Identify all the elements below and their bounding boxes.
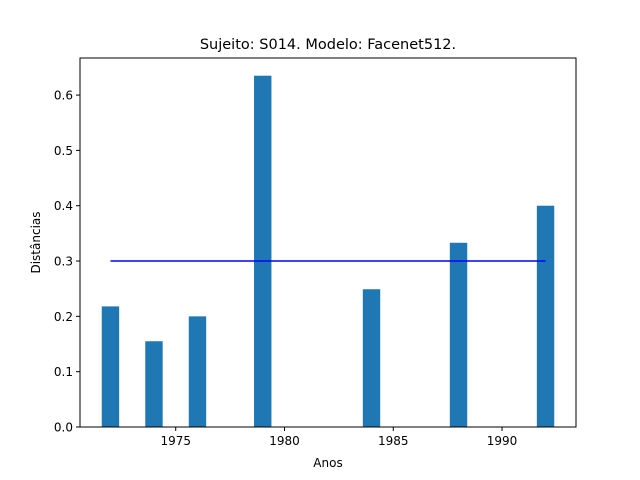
chart-title: Sujeito: S014. Modelo: Facenet512.	[200, 37, 456, 53]
x-tick-label-1980: 1980	[269, 434, 300, 448]
y-axis-ticks: 0.0 0.1 0.2 0.3 0.4 0.5 0.6	[54, 89, 80, 435]
bar-1984	[362, 289, 381, 427]
x-tick-label-1990: 1990	[487, 434, 518, 448]
x-tick-label-1975: 1975	[160, 434, 191, 448]
plot-frame	[79, 57, 577, 428]
y-tick-label-0.4: 0.4	[54, 199, 73, 213]
bar-1976	[188, 316, 207, 427]
bar-1972	[101, 306, 120, 427]
x-axis-ticks: 1975 1980 1985 1990	[160, 427, 517, 448]
bars-group	[101, 75, 555, 427]
bar-1974	[145, 341, 163, 427]
y-tick-label-0.1: 0.1	[54, 365, 73, 379]
y-axis-label: Distâncias	[29, 211, 43, 273]
bar-1992	[536, 205, 555, 427]
y-tick-label-0.6: 0.6	[54, 89, 73, 103]
y-tick-label-0.2: 0.2	[54, 310, 73, 324]
y-tick-label-0.3: 0.3	[54, 255, 73, 269]
bar-1988	[449, 242, 468, 427]
bar-1979	[254, 75, 272, 427]
y-tick-label-0.0: 0.0	[54, 421, 73, 435]
x-tick-label-1985: 1985	[378, 434, 409, 448]
x-axis-label: Anos	[313, 456, 342, 470]
y-tick-label-0.5: 0.5	[54, 144, 73, 158]
